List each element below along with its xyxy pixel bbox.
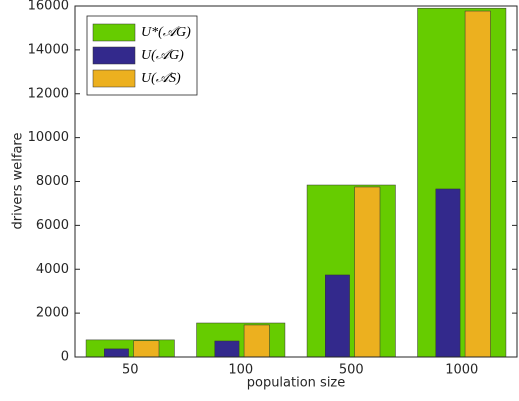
x-axis-label: population size <box>247 376 346 391</box>
x-tick-label: 500 <box>339 363 364 378</box>
bar <box>104 348 129 358</box>
bar <box>214 340 240 358</box>
bar <box>435 188 461 358</box>
bar <box>464 10 491 358</box>
y-axis-label: drivers welfare <box>11 133 26 230</box>
y-tick-label: 0 <box>61 350 69 365</box>
x-tick-label: 1000 <box>445 363 478 378</box>
legend-label: U*(𝒜G) <box>141 25 191 40</box>
y-tick-label: 12000 <box>28 86 69 101</box>
bar <box>85 339 175 358</box>
y-tick-label: 14000 <box>28 42 69 57</box>
bar <box>243 324 270 358</box>
bar <box>196 322 286 358</box>
y-tick-label: 16000 <box>28 0 69 14</box>
y-tick-label: 2000 <box>36 306 69 321</box>
x-tick-label: 50 <box>122 363 139 378</box>
y-tick-label: 10000 <box>28 130 69 145</box>
bar <box>417 7 507 358</box>
legend-swatch <box>92 46 136 65</box>
legend-label: U(𝒜S) <box>141 71 181 86</box>
legend-swatch <box>92 23 136 42</box>
x-tick-label: 100 <box>228 363 253 378</box>
bar <box>354 186 381 358</box>
legend-swatch <box>92 69 136 88</box>
y-tick-label: 8000 <box>36 174 69 189</box>
axes-box <box>74 5 518 358</box>
y-tick-label: 6000 <box>36 218 69 233</box>
bar <box>306 184 396 358</box>
bar <box>133 340 160 358</box>
bar <box>325 274 350 358</box>
y-tick-label: 4000 <box>36 262 69 277</box>
legend-label: U(𝒜G) <box>141 48 184 63</box>
